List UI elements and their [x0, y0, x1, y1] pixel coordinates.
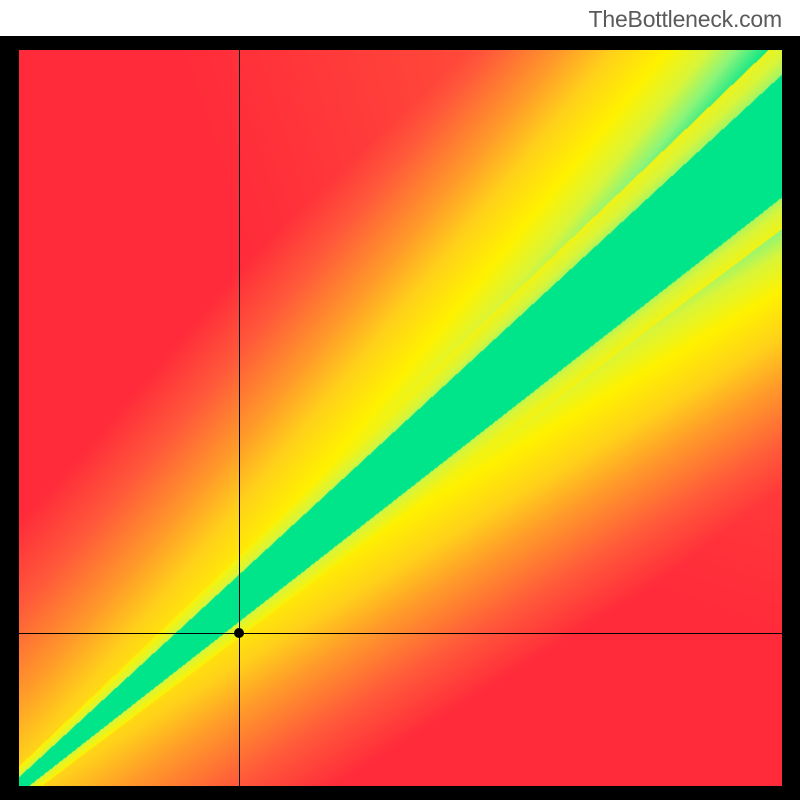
- crosshair-vertical: [239, 50, 240, 786]
- crosshair-marker: [234, 628, 244, 638]
- plot-area: [19, 50, 782, 786]
- watermark-text: TheBottleneck.com: [589, 6, 782, 33]
- heatmap-canvas: [19, 50, 782, 786]
- crosshair-horizontal: [19, 633, 782, 634]
- figure-container: TheBottleneck.com: [0, 0, 800, 800]
- plot-frame: [0, 36, 800, 800]
